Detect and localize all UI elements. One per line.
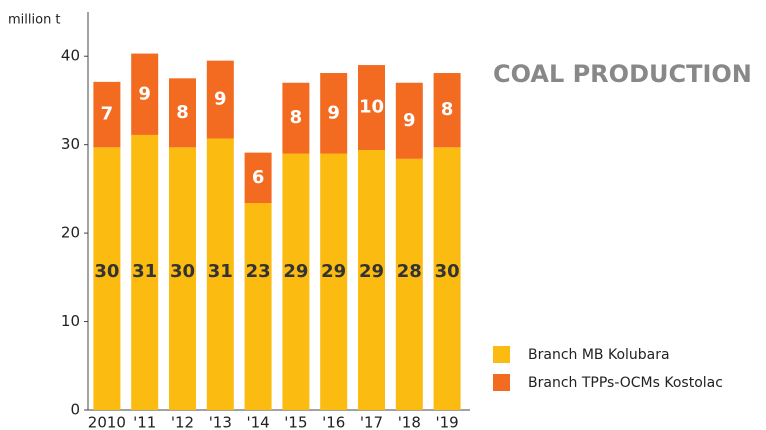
bar-segment — [93, 81, 121, 148]
value-label: 6 — [252, 167, 265, 188]
value-label: 31 — [132, 261, 157, 282]
value-label: 8 — [290, 107, 303, 128]
legend-label: Branch TPPs-OCMs Kostolac — [528, 375, 723, 391]
legend-swatch — [493, 374, 510, 391]
bar-segment — [169, 147, 196, 410]
x-tick-label: '13 — [209, 414, 232, 430]
bar-segment — [131, 53, 159, 135]
y-tick-label: 40 — [61, 47, 80, 65]
value-label: 28 — [397, 261, 422, 282]
value-label: 23 — [246, 261, 271, 282]
bar-segment — [395, 158, 423, 410]
bar-segment — [358, 65, 385, 150]
value-label: 31 — [208, 261, 233, 282]
chart-title: COAL PRODUCTION — [493, 60, 752, 88]
x-tick-label: '16 — [322, 414, 345, 430]
bar-segment — [206, 138, 234, 410]
x-tick-label: '15 — [284, 414, 307, 430]
value-label: 9 — [214, 89, 227, 110]
x-tick-label: '17 — [360, 414, 383, 430]
bar-segment — [358, 149, 385, 410]
y-tick-label: 30 — [61, 135, 80, 153]
value-label: 9 — [327, 102, 340, 123]
bar-segment — [320, 73, 348, 154]
x-tick-label: 2010 — [88, 414, 126, 430]
y-tick-label: 0 — [70, 401, 80, 419]
bar-segment — [93, 147, 121, 410]
value-label: 8 — [441, 99, 454, 120]
x-tick-label: '12 — [171, 414, 194, 430]
value-label: 30 — [94, 261, 119, 282]
bar-segment — [282, 82, 310, 154]
value-label: 7 — [101, 104, 114, 125]
y-tick-label: 20 — [61, 224, 80, 242]
bar-segment — [169, 78, 196, 148]
value-label: 30 — [435, 261, 460, 282]
x-tick-label: '19 — [435, 414, 458, 430]
bar-segment — [131, 134, 159, 410]
y-tick-label: 10 — [61, 312, 80, 330]
x-tick-label: '14 — [246, 414, 269, 430]
x-tick-label: '11 — [133, 414, 156, 430]
value-label: 30 — [170, 261, 195, 282]
bar-segment — [433, 73, 461, 148]
bar-segment — [433, 147, 461, 410]
x-tick-label: '18 — [398, 414, 421, 430]
value-label: 29 — [321, 261, 346, 282]
bar-segment — [395, 82, 423, 159]
value-label: 9 — [403, 110, 416, 131]
value-label: 29 — [359, 261, 384, 282]
bar-segment — [320, 153, 348, 410]
bar-segment — [206, 60, 234, 139]
bar-segment — [244, 203, 272, 410]
value-label: 10 — [359, 97, 384, 118]
bar-segment — [244, 152, 272, 204]
value-label: 8 — [176, 102, 189, 123]
value-label: 9 — [138, 83, 151, 104]
value-label: 29 — [283, 261, 308, 282]
bar-segment — [282, 153, 310, 410]
legend-swatch — [493, 346, 510, 363]
legend-label: Branch MB Kolubara — [528, 347, 670, 363]
y-axis-label: million t — [8, 13, 61, 28]
